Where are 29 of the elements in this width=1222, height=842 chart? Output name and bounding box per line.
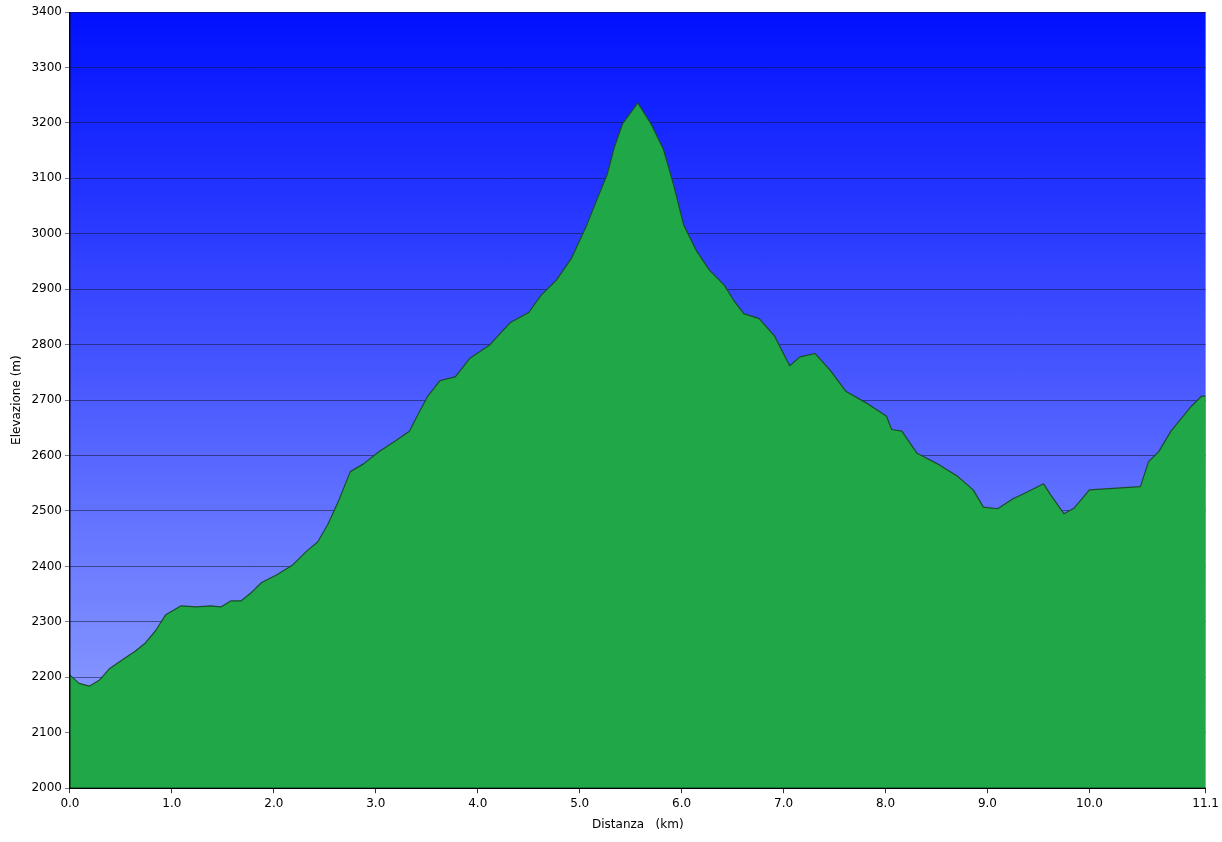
y-tick-label: 3200 [31,115,62,130]
y-tick-label: 3100 [31,170,62,185]
x-tick-label: 5.0 [570,795,590,810]
y-axis-title: Elevazione (m) [9,355,24,445]
y-tick-label: 2900 [31,281,62,296]
x-tick-label: 9.0 [977,795,998,810]
x-tick-label: 10.0 [1076,795,1103,810]
y-tick-label: 3400 [31,4,62,19]
y-tick-label: 2600 [31,447,62,462]
x-tick-label: 8.0 [875,795,896,810]
x-tick-label: 2.0 [264,795,284,810]
x-tick-label: 11.1 [1192,795,1219,810]
x-tick-label: 3.0 [366,795,386,810]
x-tick-label: 7.0 [774,795,794,810]
y-tick-label: 2800 [31,336,62,351]
y-tick-label: 3000 [31,225,62,240]
y-tick-label: 2400 [31,558,62,573]
x-tick-label: 6.0 [672,795,692,810]
y-tick-label: 3300 [31,59,62,74]
y-tick-label: 2000 [31,780,62,795]
x-tick-label: 0.0 [60,795,80,810]
y-tick-label: 2200 [31,669,62,684]
x-tick-label: 4.0 [468,795,488,810]
y-tick-label: 2100 [31,724,62,739]
x-axis-title: Distanza (km) [591,816,684,831]
y-tick-label: 2700 [31,392,62,407]
x-tick-label: 1.0 [162,795,182,810]
y-tick-label: 2300 [31,614,62,628]
y-tick-label: 2500 [31,503,62,518]
